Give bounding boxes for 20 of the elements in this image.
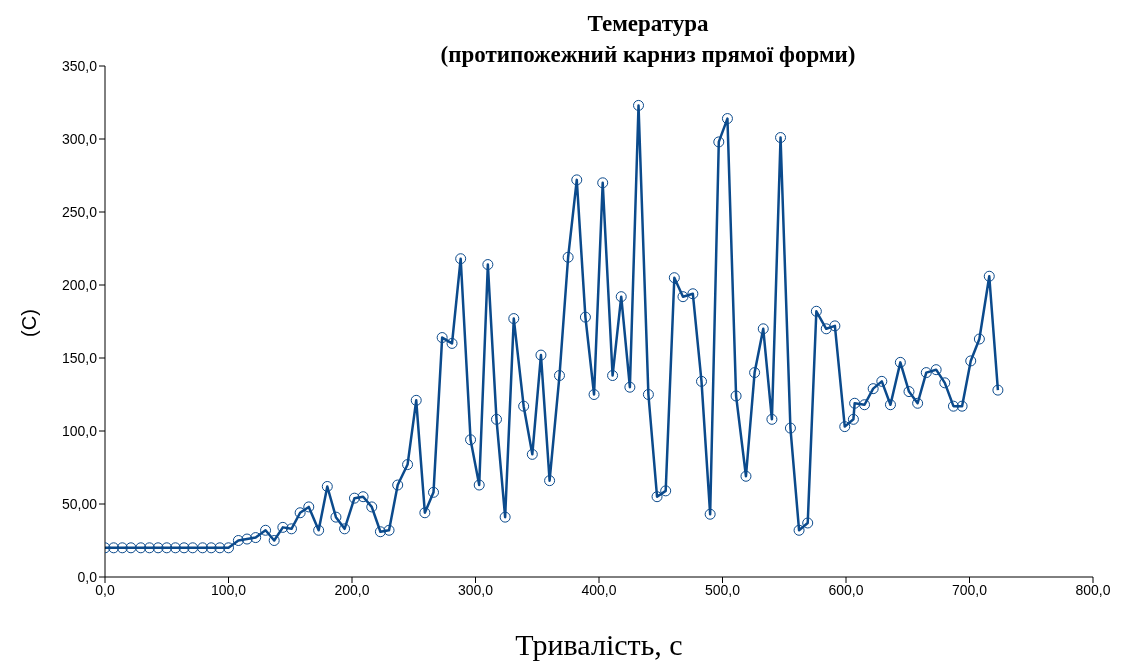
y-tick-label: 250,0	[61, 203, 98, 220]
x-tick-label: 300,0	[457, 581, 494, 598]
x-tick-label: 600,0	[828, 581, 864, 598]
chart-title: Темература (протипожежний карниз прямої форми)	[439, 10, 857, 69]
y-tick-label: 200,0	[61, 276, 98, 293]
x-tick-label: 100,0	[210, 581, 247, 598]
x-tick-label: 500,0	[704, 581, 741, 598]
y-tick-label: 350,0	[61, 57, 98, 74]
y-tick-label: 150,0	[61, 349, 98, 366]
x-tick-label: 700,0	[951, 581, 988, 598]
x-tick-label: 0,0	[95, 581, 115, 598]
y-tick-label: 50,00	[61, 495, 98, 512]
x-tick-label: 400,0	[581, 581, 617, 598]
y-tick-label: 100,0	[61, 422, 98, 439]
x-tick-label: 200,0	[334, 581, 370, 598]
y-tick-label: 300,0	[61, 130, 98, 147]
x-tick-label: 800,0	[1075, 581, 1111, 598]
y-tick-label: 0,0	[77, 568, 98, 585]
x-axis-title: Тривалість, с	[514, 628, 684, 662]
y-axis-title: (C)	[17, 308, 41, 338]
